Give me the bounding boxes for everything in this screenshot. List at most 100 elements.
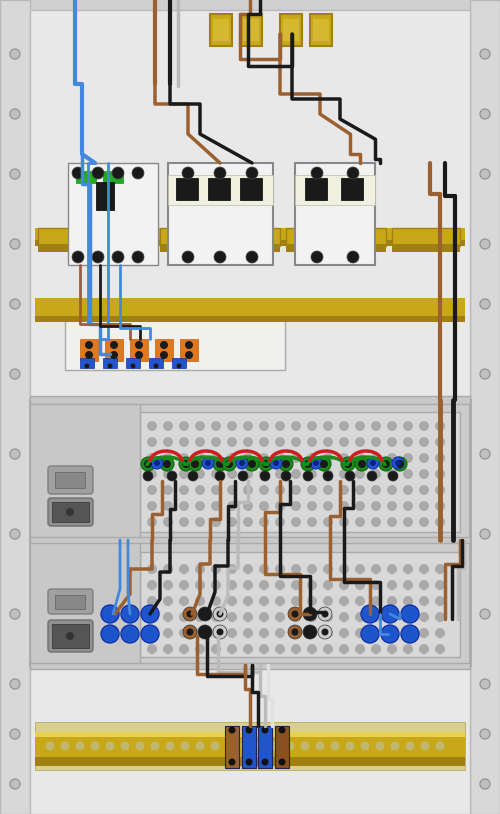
Bar [242, 726, 256, 768]
Circle shape [339, 628, 349, 638]
Circle shape [371, 644, 381, 654]
Circle shape [105, 609, 115, 619]
Circle shape [213, 625, 227, 639]
Circle shape [246, 727, 252, 733]
Circle shape [436, 742, 444, 751]
Bar [103, 358, 117, 368]
Circle shape [236, 457, 248, 469]
Circle shape [311, 251, 323, 263]
Circle shape [365, 609, 375, 619]
Bar [30, 537, 470, 543]
Circle shape [385, 629, 395, 639]
Circle shape [227, 580, 237, 590]
Circle shape [202, 610, 208, 618]
Circle shape [360, 742, 370, 751]
Bar [210, 14, 232, 46]
Circle shape [419, 421, 429, 431]
Circle shape [307, 421, 317, 431]
Circle shape [371, 580, 381, 590]
Bar [286, 244, 386, 252]
Circle shape [322, 628, 328, 636]
Circle shape [211, 612, 221, 622]
Circle shape [381, 605, 399, 623]
Circle shape [179, 453, 189, 463]
Circle shape [213, 457, 227, 471]
Bar [155, 339, 173, 361]
Circle shape [419, 644, 429, 654]
Circle shape [135, 341, 143, 349]
Circle shape [435, 501, 445, 511]
Circle shape [291, 564, 301, 574]
Circle shape [227, 421, 237, 431]
Bar [30, 400, 470, 540]
Circle shape [307, 469, 317, 479]
Circle shape [179, 469, 189, 479]
Bar [392, 228, 460, 246]
Circle shape [147, 485, 157, 495]
Bar [168, 163, 273, 265]
Circle shape [419, 612, 429, 622]
Circle shape [10, 239, 20, 249]
Circle shape [419, 564, 429, 574]
Circle shape [256, 742, 264, 751]
Circle shape [307, 596, 317, 606]
Circle shape [66, 508, 74, 516]
Circle shape [211, 437, 221, 447]
Circle shape [406, 742, 414, 751]
Circle shape [286, 742, 294, 751]
Bar [30, 396, 470, 404]
Circle shape [195, 421, 205, 431]
Circle shape [270, 457, 282, 469]
Circle shape [135, 351, 143, 359]
Circle shape [147, 612, 157, 622]
Circle shape [316, 742, 324, 751]
Bar [180, 339, 198, 361]
Circle shape [330, 742, 340, 751]
Bar [103, 171, 123, 183]
Circle shape [259, 453, 269, 463]
Circle shape [323, 580, 333, 590]
Bar [35, 316, 465, 322]
Circle shape [227, 517, 237, 527]
Bar [35, 310, 465, 316]
Circle shape [183, 625, 197, 639]
Bar [38, 228, 148, 246]
Bar [35, 757, 465, 766]
Circle shape [195, 453, 205, 463]
Circle shape [480, 49, 490, 59]
Bar [140, 412, 460, 532]
Circle shape [211, 580, 221, 590]
Circle shape [10, 299, 20, 309]
Circle shape [228, 759, 235, 765]
Circle shape [339, 485, 349, 495]
Circle shape [381, 625, 399, 643]
Circle shape [355, 612, 365, 622]
Circle shape [371, 453, 381, 463]
Circle shape [112, 167, 124, 179]
Circle shape [195, 564, 205, 574]
Circle shape [480, 369, 490, 379]
Circle shape [196, 742, 204, 751]
Circle shape [419, 517, 429, 527]
Circle shape [288, 625, 302, 639]
Circle shape [291, 501, 301, 511]
Circle shape [154, 364, 158, 369]
Circle shape [211, 469, 221, 479]
Circle shape [307, 644, 317, 654]
Circle shape [435, 580, 445, 590]
Circle shape [339, 596, 349, 606]
Circle shape [339, 421, 349, 431]
Circle shape [365, 629, 375, 639]
Circle shape [163, 644, 173, 654]
Circle shape [259, 437, 269, 447]
Circle shape [291, 628, 301, 638]
Circle shape [132, 251, 144, 263]
Circle shape [211, 517, 221, 527]
Circle shape [310, 457, 322, 469]
Circle shape [243, 580, 253, 590]
Circle shape [211, 485, 221, 495]
Circle shape [401, 625, 419, 643]
Circle shape [435, 612, 445, 622]
Circle shape [166, 742, 174, 751]
Circle shape [211, 564, 221, 574]
